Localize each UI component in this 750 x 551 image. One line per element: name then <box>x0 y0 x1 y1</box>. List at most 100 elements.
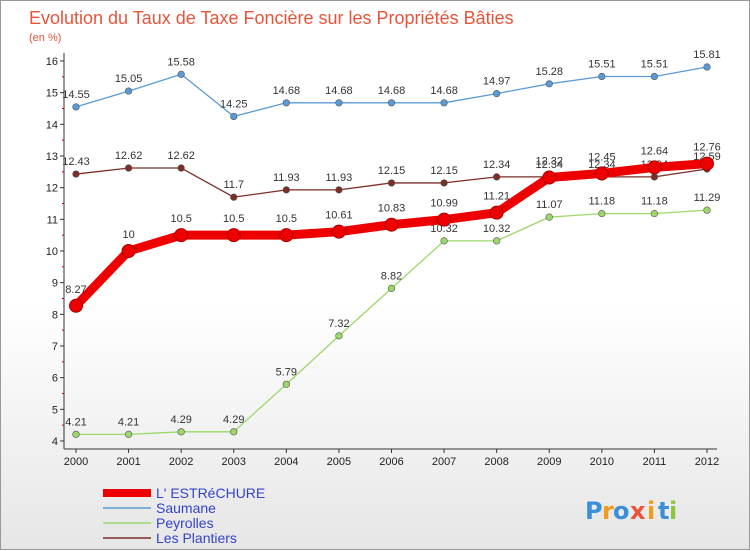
data-label: 11.7 <box>223 179 244 191</box>
data-point <box>387 99 396 107</box>
x-tick-label: 2004 <box>274 456 298 468</box>
logo-letter: x <box>630 497 646 525</box>
y-tick-label: 10 <box>46 246 58 258</box>
logo-letter: i <box>669 497 677 525</box>
data-point <box>650 210 659 218</box>
x-tick-label: 2006 <box>379 456 403 468</box>
x-tick-label: 2007 <box>432 456 456 468</box>
data-point <box>335 186 343 194</box>
data-point <box>700 156 714 171</box>
series-line <box>75 209 708 436</box>
data-label: 12.15 <box>430 165 458 177</box>
data-label: 14.68 <box>273 85 301 97</box>
data-label: 12.62 <box>115 150 143 162</box>
data-point <box>72 103 80 111</box>
data-label: 11.93 <box>326 172 353 184</box>
data-point <box>647 160 662 175</box>
data-label: 4.29 <box>170 414 191 426</box>
x-tick-label: 2002 <box>169 456 193 468</box>
data-point <box>650 173 659 181</box>
data-point <box>177 428 185 436</box>
y-tick-label: 8 <box>52 309 58 321</box>
y-tick-label: 11 <box>47 214 58 226</box>
data-point <box>72 430 80 438</box>
data-point <box>594 166 609 181</box>
data-label: 11.21 <box>483 191 510 203</box>
data-point <box>650 72 659 81</box>
data-label: 11.18 <box>641 196 668 208</box>
logo-letter: o <box>613 497 630 525</box>
data-label: 12.62 <box>167 150 195 162</box>
data-label: 15.05 <box>115 73 143 85</box>
data-label: 15.51 <box>588 59 616 71</box>
data-label: 10.5 <box>276 213 297 225</box>
data-point <box>387 179 396 187</box>
data-label: 7.32 <box>328 318 349 330</box>
data-label: 5.79 <box>276 366 297 378</box>
data-point <box>542 170 557 185</box>
y-tick-label: 7 <box>52 341 58 353</box>
y-tick-label: 12 <box>46 183 58 195</box>
legend-label: L' ESTRéCHURE <box>156 485 265 501</box>
data-point <box>384 217 399 232</box>
x-tick-label: 2001 <box>116 456 140 468</box>
legend-label: Peyrolles <box>156 515 214 531</box>
data-label: 4.21 <box>65 416 86 428</box>
data-point <box>121 244 136 258</box>
data-label: 11.93 <box>273 172 300 184</box>
y-tick-label: 4 <box>52 436 58 448</box>
data-point <box>335 332 343 340</box>
data-label: 8.82 <box>381 270 402 282</box>
y-tick-label: 15 <box>46 88 58 100</box>
series-layer: 14.55 15.05 15.58 14.25 14.68 14.68 14.68 14.68… <box>62 49 721 438</box>
data-point <box>230 112 238 121</box>
x-tick-label: 2010 <box>590 456 614 468</box>
y-tick-label: 6 <box>52 373 58 385</box>
data-point <box>703 63 711 71</box>
data-point <box>493 90 501 98</box>
y-tick-label: 14 <box>46 119 58 131</box>
data-point <box>124 87 133 95</box>
data-point <box>335 99 343 107</box>
x-tick-label: 2008 <box>484 456 508 468</box>
series-les-plantiers: 12.43 12.62 12.62 11.7 11.93 11.93 12.15 12.15 1… <box>62 150 721 201</box>
y-tick-label: 9 <box>52 278 58 290</box>
chart-title: Evolution du Taux de Taxe Foncière sur l… <box>29 8 514 28</box>
data-label: 4.21 <box>118 416 139 428</box>
data-point <box>493 237 501 245</box>
data-point <box>282 380 290 388</box>
data-label: 10.32 <box>430 223 458 235</box>
data-point <box>437 212 452 227</box>
data-label: 4.29 <box>223 414 244 426</box>
legend-label: Les Plantiers <box>156 530 237 546</box>
legend-label: Saumane <box>156 500 216 516</box>
data-label: 12.34 <box>588 159 616 171</box>
x-tick-label: 2011 <box>643 456 667 468</box>
data-point <box>703 206 711 214</box>
data-label: 10.32 <box>483 223 511 235</box>
data-point <box>282 186 290 194</box>
data-label: 10.5 <box>170 213 191 225</box>
data-label: 12.15 <box>378 165 406 177</box>
y-tick-label: 16 <box>46 56 58 68</box>
x-tick-label: 2005 <box>327 456 351 468</box>
data-point <box>598 72 606 81</box>
data-label: 11.29 <box>694 192 721 204</box>
data-point <box>174 228 189 243</box>
data-label: 10.5 <box>223 213 244 225</box>
data-label: 12.43 <box>62 156 90 168</box>
data-point <box>72 170 80 178</box>
x-tick-label: 2012 <box>695 456 719 468</box>
logo-letter: i <box>647 497 655 525</box>
x-tick-label: 2009 <box>537 456 561 468</box>
data-label: 14.55 <box>62 89 90 101</box>
data-point <box>489 205 504 220</box>
data-label: 11.18 <box>588 196 615 208</box>
y-tick-label: 13 <box>46 151 58 163</box>
data-point <box>177 70 185 78</box>
